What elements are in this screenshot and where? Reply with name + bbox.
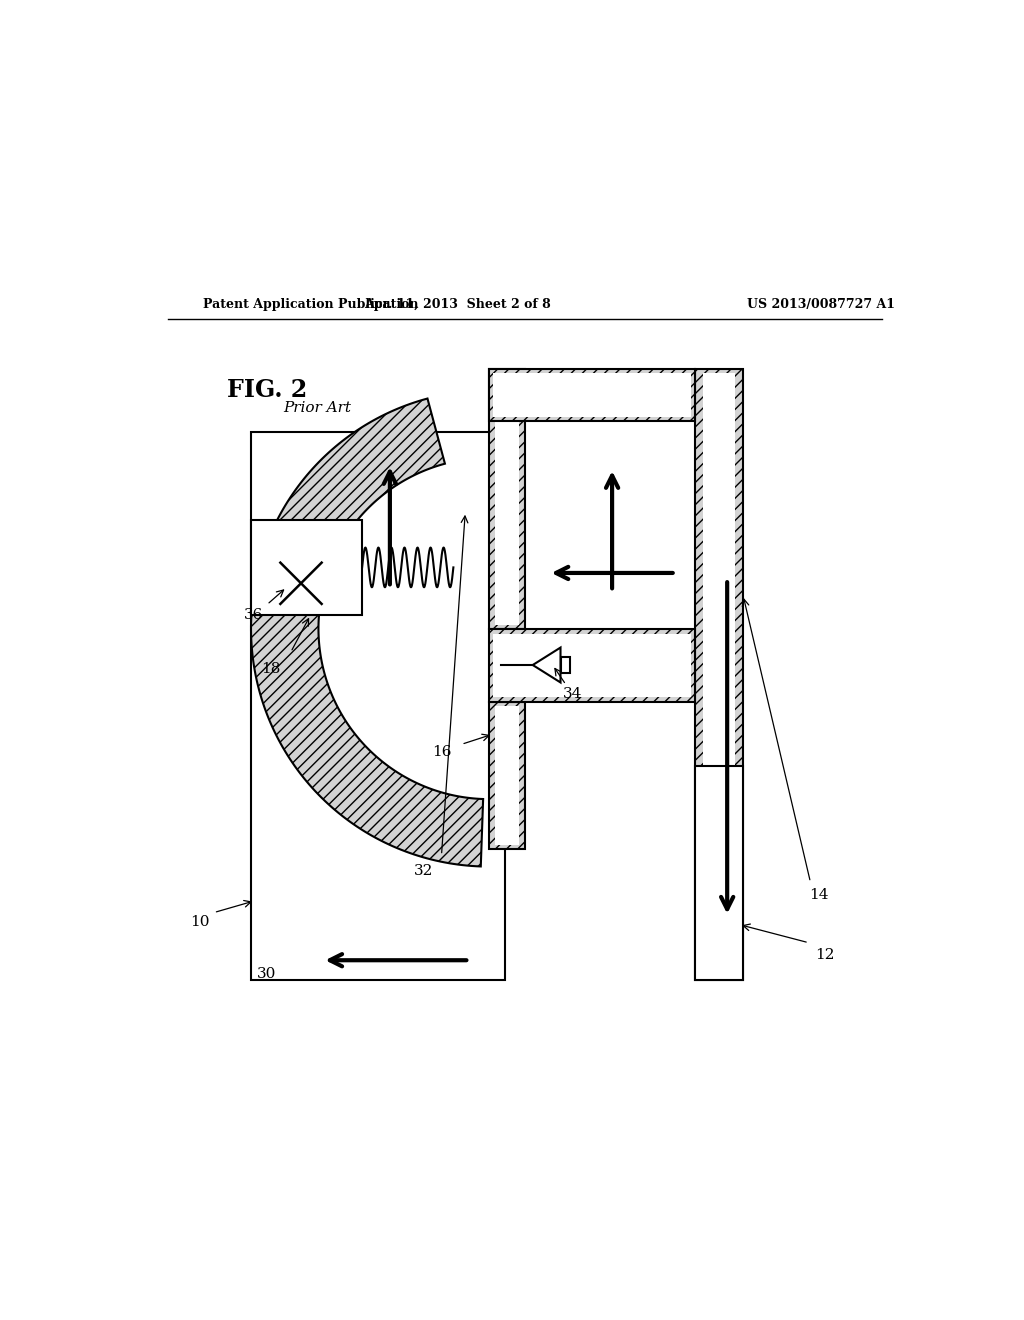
Text: 16: 16 (432, 744, 452, 759)
Text: Prior Art: Prior Art (283, 401, 351, 414)
Text: 32: 32 (415, 865, 434, 878)
Bar (489, 628, 695, 702)
Text: 34: 34 (563, 686, 582, 701)
Bar (560, 657, 570, 673)
Text: Patent Application Publication: Patent Application Publication (204, 298, 419, 312)
Bar (489, 370, 695, 421)
Bar (251, 433, 505, 979)
Bar (489, 702, 524, 849)
Bar (495, 706, 519, 845)
Bar (251, 520, 362, 615)
Polygon shape (532, 648, 560, 682)
Text: 18: 18 (261, 663, 281, 676)
Text: FIG. 2: FIG. 2 (227, 379, 307, 403)
Text: 30: 30 (257, 966, 276, 981)
Bar (494, 374, 691, 417)
Bar (495, 374, 519, 624)
Bar (494, 634, 691, 697)
Bar (489, 370, 524, 628)
Text: 36: 36 (244, 609, 263, 622)
Bar (695, 370, 743, 979)
Text: 10: 10 (189, 915, 209, 929)
Text: Apr. 11, 2013  Sheet 2 of 8: Apr. 11, 2013 Sheet 2 of 8 (364, 298, 551, 312)
Bar (703, 374, 735, 975)
Polygon shape (251, 399, 483, 866)
Bar (695, 766, 743, 979)
Text: 12: 12 (815, 948, 835, 962)
Text: 14: 14 (809, 888, 828, 902)
Text: US 2013/0087727 A1: US 2013/0087727 A1 (748, 298, 895, 312)
